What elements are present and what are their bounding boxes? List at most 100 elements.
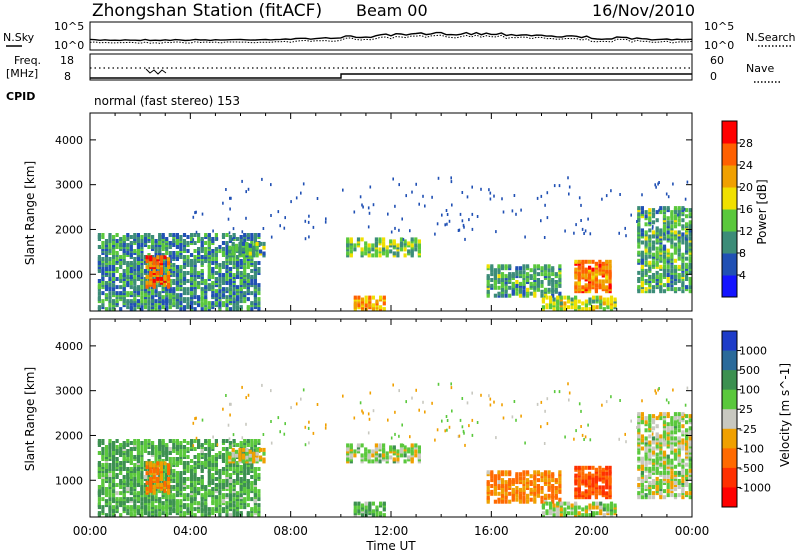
heatmap-cell xyxy=(683,413,686,417)
heatmap-cell xyxy=(659,273,663,277)
heatmap-cell xyxy=(151,451,155,455)
heatmap-cell xyxy=(409,229,411,233)
heatmap-cell xyxy=(232,439,236,443)
heatmap-cell xyxy=(666,474,670,479)
heatmap-cell xyxy=(194,211,196,215)
heatmap-cell xyxy=(243,233,247,237)
heatmap-cell xyxy=(504,491,508,496)
heatmap-cell xyxy=(529,480,533,485)
heatmap-cell xyxy=(161,511,165,516)
heatmap-cell xyxy=(364,295,368,300)
heatmap-cell xyxy=(655,440,659,445)
heatmap-cell xyxy=(172,267,176,271)
heatmap-cell xyxy=(129,285,133,290)
heatmap-cell xyxy=(551,493,555,498)
heatmap-cell xyxy=(644,230,648,235)
heatmap-cell xyxy=(367,247,371,252)
heatmap-cell xyxy=(511,281,515,286)
heatmap-cell xyxy=(434,438,436,442)
heatmap-cell xyxy=(556,501,560,506)
heatmap-cell xyxy=(108,307,112,312)
heatmap-cell xyxy=(204,501,208,506)
heatmap-cell xyxy=(468,424,470,428)
heatmap-cell xyxy=(662,283,667,288)
heatmap-cell xyxy=(104,489,109,494)
heatmap-cell xyxy=(211,275,215,279)
heatmap-cell xyxy=(154,495,158,500)
heatmap-cell xyxy=(104,473,109,477)
heatmap-cell xyxy=(581,507,585,512)
heatmap-cell xyxy=(158,489,162,494)
heatmap-cell xyxy=(644,248,648,253)
heatmap-cell xyxy=(250,475,254,479)
heatmap-cell xyxy=(422,194,424,198)
heatmap-cell xyxy=(378,443,382,448)
heatmap-cell xyxy=(136,455,140,459)
heatmap-cell xyxy=(666,258,670,263)
heatmap-cell xyxy=(228,257,233,261)
heatmap-cell xyxy=(228,489,233,494)
heatmap-cell xyxy=(154,513,158,518)
heatmap-cell xyxy=(608,279,612,284)
heatmap-cell xyxy=(221,457,226,461)
heatmap-cell xyxy=(414,443,418,448)
heatmap-cell xyxy=(382,507,386,512)
heatmap-cell xyxy=(570,305,574,310)
heatmap-cell xyxy=(536,287,540,292)
heatmap-cell xyxy=(577,259,581,264)
heatmap-cell xyxy=(200,461,204,465)
heatmap-cell xyxy=(186,235,190,239)
heatmap-cell xyxy=(225,394,227,397)
heatmap-cell xyxy=(462,223,465,227)
heatmap-cell xyxy=(221,493,226,498)
heatmap-cell xyxy=(662,273,667,277)
heatmap-cell xyxy=(207,479,211,483)
heatmap-cell xyxy=(685,285,689,290)
heatmap-cell xyxy=(437,176,440,180)
heatmap-cell xyxy=(584,275,588,280)
heatmap-cell xyxy=(115,267,119,271)
heatmap-cell xyxy=(257,301,261,306)
heatmap-cell xyxy=(515,472,519,477)
heatmap-cell xyxy=(104,487,109,491)
heatmap-cell xyxy=(624,226,626,230)
heatmap-cell xyxy=(658,181,660,184)
heatmap-cell xyxy=(239,465,243,469)
heatmap-cell xyxy=(584,473,588,478)
heatmap-cell xyxy=(599,501,603,506)
heatmap-cell xyxy=(500,478,505,483)
heatmap-cell xyxy=(502,210,505,214)
heatmap-cell xyxy=(182,453,187,457)
heatmap-cell xyxy=(119,497,123,502)
heatmap-cell xyxy=(602,503,606,508)
heatmap-cell xyxy=(574,259,578,264)
heatmap-cell xyxy=(145,280,149,285)
heatmap-cell xyxy=(175,277,179,281)
heatmap-cell xyxy=(399,443,404,448)
heatmap-cell xyxy=(108,473,112,477)
heatmap-cell xyxy=(119,471,123,475)
heatmap-cell xyxy=(257,447,261,451)
heatmap-cell xyxy=(193,513,197,518)
heatmap-cell xyxy=(651,252,656,257)
heatmap-cell xyxy=(592,305,596,310)
heatmap-cell xyxy=(190,511,194,516)
heatmap-cell xyxy=(193,233,197,237)
heatmap-cell xyxy=(673,456,678,461)
heatmap-cell xyxy=(577,305,581,310)
heatmap-cell xyxy=(115,463,119,467)
heatmap-cell xyxy=(104,513,109,518)
heatmap-cell xyxy=(670,234,674,239)
heatmap-cell xyxy=(396,251,400,256)
heatmap-cell xyxy=(232,227,235,231)
heatmap-cell xyxy=(681,234,685,239)
heatmap-cell xyxy=(598,465,602,470)
heatmap-cell xyxy=(367,453,371,458)
heatmap-cell xyxy=(670,220,674,225)
heatmap-cell xyxy=(190,439,194,443)
heatmap-cell xyxy=(156,265,160,270)
heatmap-cell xyxy=(159,276,163,281)
heatmap-cell xyxy=(259,447,263,452)
heatmap-cell xyxy=(108,489,112,494)
